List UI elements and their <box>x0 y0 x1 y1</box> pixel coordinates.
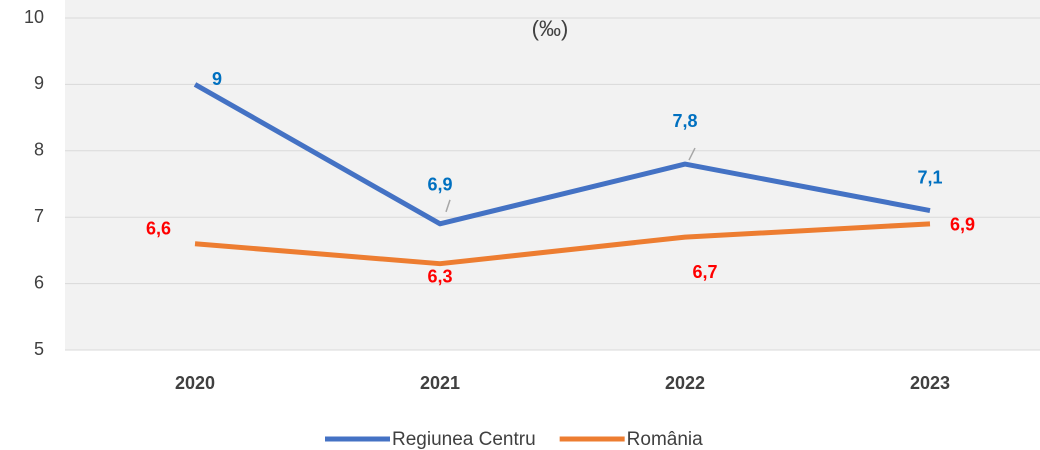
legend-label: România <box>627 429 703 450</box>
x-tick-label: 2020 <box>175 373 215 393</box>
data-label: 6,7 <box>692 262 717 282</box>
plot-area <box>65 0 1040 350</box>
data-label: 9 <box>212 69 222 89</box>
y-tick-label: 10 <box>24 7 44 27</box>
data-label: 6,9 <box>950 215 975 235</box>
line-series <box>194 221 931 267</box>
x-tick-label: 2022 <box>665 373 705 393</box>
data-label: 6,9 <box>427 175 452 195</box>
y-tick-label: 9 <box>34 73 44 93</box>
data-label: 7,8 <box>672 111 697 131</box>
chart-title: (‰) <box>532 16 569 41</box>
data-label: 7,1 <box>917 167 942 187</box>
line-series <box>193 82 931 227</box>
y-tick-label: 6 <box>34 272 44 292</box>
x-tick-label: 2023 <box>910 373 950 393</box>
legend-label: Regiunea Centru <box>392 429 536 450</box>
y-tick-label: 5 <box>34 339 44 359</box>
y-tick-label: 8 <box>34 140 44 160</box>
x-tick-label: 2021 <box>420 373 460 393</box>
y-tick-label: 7 <box>34 206 44 226</box>
data-label: 6,6 <box>146 219 171 239</box>
leader-line <box>445 199 451 213</box>
leader-line <box>688 147 696 161</box>
data-label: 6,3 <box>427 266 452 286</box>
